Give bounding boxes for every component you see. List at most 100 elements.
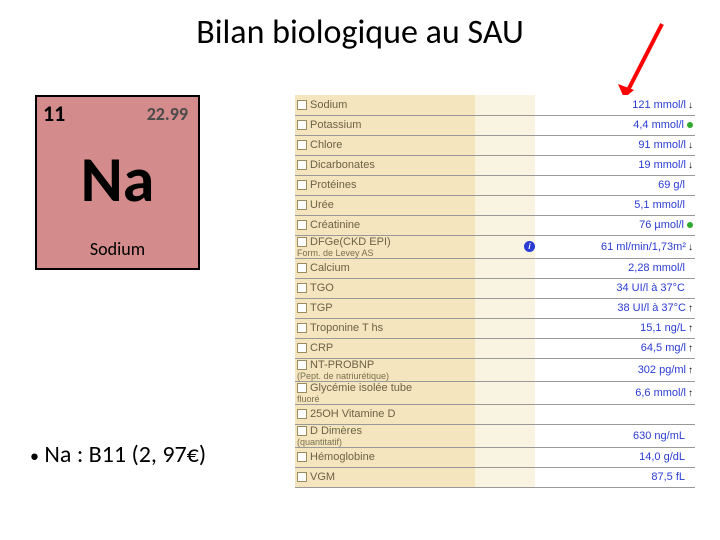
table-row: TGP38 UI/l à 37°C↑ bbox=[295, 298, 695, 318]
test-name-cell: Troponine T hs bbox=[295, 318, 475, 338]
value-cell: 121 mmol/l↓ bbox=[535, 95, 695, 115]
checkbox-icon[interactable] bbox=[297, 263, 307, 273]
checkbox-icon[interactable] bbox=[297, 360, 307, 370]
value-cell: 630 ng/mL bbox=[535, 424, 695, 447]
mid-cell bbox=[475, 195, 535, 215]
mid-cell bbox=[475, 424, 535, 447]
test-label: Protéines bbox=[310, 179, 356, 191]
up-arrow-icon: ↑ bbox=[688, 388, 693, 399]
table-row: Potassium 4,4 mmol/l bbox=[295, 115, 695, 135]
checkbox-icon[interactable] bbox=[297, 303, 307, 313]
result-value: 76 µmol/l bbox=[639, 219, 684, 231]
result-value: 64,5 mg/l bbox=[641, 342, 686, 354]
table-row: NT-PROBNP(Pept. de natriurétique)302 pg/… bbox=[295, 358, 695, 381]
mid-cell bbox=[475, 278, 535, 298]
mid-cell bbox=[475, 155, 535, 175]
value-cell: 91 mmol/l↓ bbox=[535, 135, 695, 155]
table-row: Dicarbonates 19 mmol/l↓ bbox=[295, 155, 695, 175]
checkbox-icon[interactable] bbox=[297, 426, 307, 436]
test-name-cell: 25OH Vitamine D bbox=[295, 404, 475, 424]
down-arrow-icon: ↓ bbox=[688, 100, 693, 111]
atomic-mass: 22.99 bbox=[147, 103, 188, 125]
result-value: 14,0 g/dL bbox=[639, 451, 685, 463]
test-label: Créatinine bbox=[310, 219, 360, 231]
checkbox-icon[interactable] bbox=[297, 100, 307, 110]
test-subnote: Form. de Levey AS bbox=[297, 248, 475, 258]
checkbox-icon[interactable] bbox=[297, 180, 307, 190]
test-name-cell: Chlore bbox=[295, 135, 475, 155]
table-row: Créatinine 76 µmol/l bbox=[295, 215, 695, 235]
test-label: NT-PROBNP bbox=[310, 359, 374, 371]
info-icon[interactable]: i bbox=[524, 241, 535, 252]
result-value: 15,1 ng/L bbox=[640, 322, 686, 334]
table-row: Sodium121 mmol/l↓ bbox=[295, 95, 695, 115]
checkbox-icon[interactable] bbox=[297, 200, 307, 210]
table-row: TGO34 UI/l à 37°C bbox=[295, 278, 695, 298]
table-row: Urée5,1 mmol/l bbox=[295, 195, 695, 215]
result-value: 2,28 mmol/l bbox=[628, 262, 685, 274]
element-name: Sodium bbox=[37, 238, 198, 260]
checkbox-icon[interactable] bbox=[297, 472, 307, 482]
test-subnote: (quantitatif) bbox=[297, 437, 475, 447]
test-label: CRP bbox=[310, 342, 333, 354]
test-label: D Dimères bbox=[310, 425, 362, 437]
table-row: D Dimères(quantitatif) 630 ng/mL bbox=[295, 424, 695, 447]
result-value: 69 g/l bbox=[658, 179, 685, 191]
result-value: 91 mmol/l bbox=[638, 139, 686, 151]
mid-cell bbox=[475, 447, 535, 467]
value-cell: 64,5 mg/l↑ bbox=[535, 338, 695, 358]
checkbox-icon[interactable] bbox=[297, 323, 307, 333]
checkbox-icon[interactable] bbox=[297, 237, 307, 247]
mid-cell: i bbox=[475, 235, 535, 258]
value-cell: 19 mmol/l↓ bbox=[535, 155, 695, 175]
checkbox-icon[interactable] bbox=[297, 120, 307, 130]
test-name-cell: Urée bbox=[295, 195, 475, 215]
test-label: Urée bbox=[310, 199, 334, 211]
test-name-cell: Dicarbonates bbox=[295, 155, 475, 175]
test-name-cell: NT-PROBNP(Pept. de natriurétique) bbox=[295, 358, 475, 381]
test-name-cell: Potassium bbox=[295, 115, 475, 135]
up-arrow-icon: ↑ bbox=[688, 343, 693, 354]
value-cell: 38 UI/l à 37°C↑ bbox=[535, 298, 695, 318]
mid-cell bbox=[475, 358, 535, 381]
result-value: 6,6 mmol/l bbox=[635, 387, 686, 399]
value-cell: 2,28 mmol/l bbox=[535, 258, 695, 278]
mid-cell bbox=[475, 175, 535, 195]
checkbox-icon[interactable] bbox=[297, 160, 307, 170]
checkbox-icon[interactable] bbox=[297, 383, 307, 393]
result-value: 61 ml/min/1,73m² bbox=[601, 241, 686, 253]
bullet-line: • Na : B11 (2, 97€) bbox=[30, 440, 206, 469]
test-name-cell: Calcium bbox=[295, 258, 475, 278]
mid-cell bbox=[475, 298, 535, 318]
mid-cell bbox=[475, 381, 535, 404]
test-label: Troponine T hs bbox=[310, 322, 383, 334]
test-name-cell: D Dimères(quantitatif) bbox=[295, 424, 475, 447]
table-row: Protéines 69 g/l bbox=[295, 175, 695, 195]
value-cell: 87,5 fL bbox=[535, 467, 695, 487]
value-cell: 61 ml/min/1,73m²↓ bbox=[535, 235, 695, 258]
checkbox-icon[interactable] bbox=[297, 452, 307, 462]
table-row: Troponine T hs15,1 ng/L↑ bbox=[295, 318, 695, 338]
down-arrow-icon: ↓ bbox=[688, 140, 693, 151]
mid-cell bbox=[475, 258, 535, 278]
result-value: 4,4 mmol/l bbox=[633, 119, 684, 131]
mid-cell bbox=[475, 135, 535, 155]
test-label: Hémoglobine bbox=[310, 451, 375, 463]
checkbox-icon[interactable] bbox=[297, 343, 307, 353]
checkbox-icon[interactable] bbox=[297, 409, 307, 419]
checkbox-icon[interactable] bbox=[297, 220, 307, 230]
table-row: CRP 64,5 mg/l↑ bbox=[295, 338, 695, 358]
bullet-text: Na : B11 (2, 97€) bbox=[44, 440, 206, 469]
test-label: DFGe(CKD EPI) bbox=[310, 236, 391, 248]
test-label: Chlore bbox=[310, 139, 342, 151]
table-row: DFGe(CKD EPI)Form. de Levey ASi61 ml/min… bbox=[295, 235, 695, 258]
test-label: Calcium bbox=[310, 262, 350, 274]
value-cell: 76 µmol/l bbox=[535, 215, 695, 235]
table-row: Glycémie isolée tubefluoré6,6 mmol/l↑ bbox=[295, 381, 695, 404]
mid-cell bbox=[475, 467, 535, 487]
checkbox-icon[interactable] bbox=[297, 140, 307, 150]
checkbox-icon[interactable] bbox=[297, 283, 307, 293]
periodic-element-card: 11 22.99 Na Sodium bbox=[35, 95, 200, 270]
test-name-cell: CRP bbox=[295, 338, 475, 358]
table-row: Hémoglobine 14,0 g/dL bbox=[295, 447, 695, 467]
